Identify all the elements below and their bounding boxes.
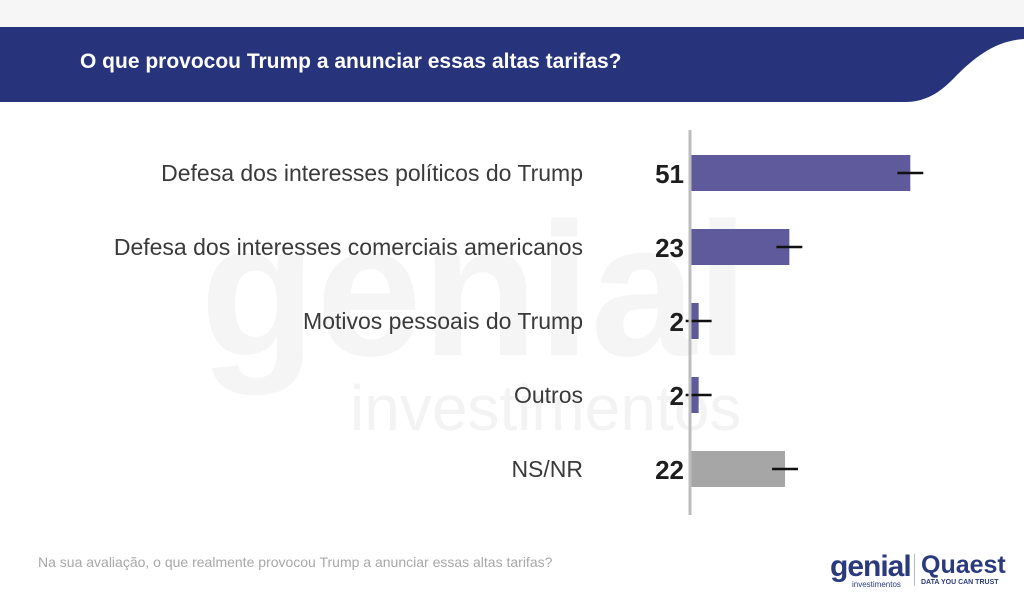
value-label: 2 (670, 307, 684, 337)
category-label: Outros (514, 382, 583, 408)
category-label: Motivos pessoais do Trump (303, 308, 583, 334)
category-label: NS/NR (511, 456, 583, 482)
logo-divider (914, 554, 915, 586)
category-label: Defesa dos interesses comerciais america… (114, 234, 583, 260)
genial-logo: genial investimentos (830, 550, 912, 590)
quaest-logo: Quaest DATA YOU CAN TRUST (921, 551, 1006, 586)
svg-text:investimentos: investimentos (350, 372, 741, 444)
page-title: O que provocou Trump a anunciar essas al… (80, 50, 622, 73)
category-label: Defesa dos interesses políticos do Trump (161, 160, 583, 186)
title-banner (0, 27, 1024, 102)
top-strip (0, 0, 1024, 27)
svg-text:genial: genial (200, 185, 749, 396)
value-label: 51 (655, 159, 684, 189)
bar (690, 229, 790, 265)
value-label: 2 (670, 381, 684, 411)
value-label: 22 (655, 455, 684, 485)
bar (690, 155, 911, 191)
footnote: Na sua avaliação, o que realmente provoc… (38, 554, 553, 570)
bar (690, 451, 786, 487)
genial-watermark: genial investimentos (200, 185, 749, 444)
value-label: 23 (655, 233, 684, 263)
